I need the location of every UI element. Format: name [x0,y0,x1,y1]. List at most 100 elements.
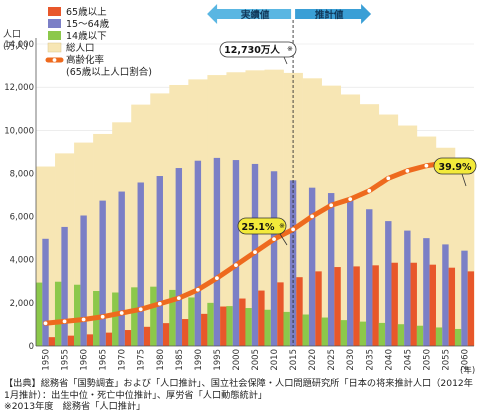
bar-15-to-64 [232,160,240,346]
bar-14-and-under [454,328,462,346]
legend-label: 高齢化率 [66,54,105,66]
aging-rate-point [234,263,238,268]
y-axis-label: 人口 [3,29,21,40]
bar-15-to-64 [385,221,392,346]
rate-2015-callout-mark: ※ [279,222,285,230]
bar-15-to-64 [156,176,163,346]
bar-15-to-64 [423,238,430,346]
x-tick-label: 2045 [403,349,413,371]
aging-rate-point [138,307,143,312]
axes: 0 2,000 4,000 6,000 8,000 10,000 12,000 14,000人… [3,29,475,376]
bar-15-to-64 [80,215,87,346]
bar-14-and-under [35,282,43,346]
bar-15-to-64 [461,250,468,346]
bar-14-and-under [207,302,214,346]
aging-rate-point [386,176,391,181]
x-tick-label: 1985 [175,349,185,371]
bar-15-to-64 [308,187,316,346]
bar-14-and-under [397,324,405,346]
y-tick-label: 14,000 [4,40,34,50]
bar-65-and-over [334,267,341,346]
aging-rate-point [176,296,181,301]
rate-2060-callout-text: 39.9% [439,162,472,173]
aging-rate-point [81,317,86,322]
x-tick-label: 2000 [232,349,242,371]
bar-14-and-under [359,321,367,346]
bar-14-and-under [188,297,195,346]
bar-15-to-64 [42,238,49,346]
x-tick-label: 1970 [118,349,128,371]
bar-65-and-over [467,271,475,346]
bar-65-and-over [353,266,360,346]
x-tick-label: 2035 [365,349,375,371]
bar-14-and-under [435,327,443,346]
x-tick-label: 1960 [80,349,90,371]
x-axis-unit: (年) [460,365,475,376]
aging-rate-point [43,321,48,326]
bar-65-and-over [67,335,75,346]
aging-rate-point [424,163,429,168]
bar-65-and-over [220,306,227,346]
aging-rate-point [195,287,200,292]
bar-65-and-over [315,271,322,346]
bar-15-to-64 [194,160,202,346]
total-callout-mark: ※ [287,45,293,53]
y-tick-label: 0 [29,342,34,352]
x-tick-label: 1980 [156,349,166,371]
bar-15-to-64 [270,171,278,346]
x-tick-label: 2025 [327,349,337,371]
annotations: 12,730万人 ※ 25.1% ※ 39.9% [219,41,477,246]
legend-swatch [47,42,62,53]
aging-rate-point [119,311,124,315]
rate-2015-callout-pointer [279,233,288,246]
bar-15-to-64 [366,209,373,346]
bar-65-and-over [448,267,456,346]
y-tick-label: 10,000 [4,126,34,136]
legend-swatch [48,7,61,16]
bar-65-and-over [372,265,379,346]
source-note: 【出典】総務省「国勢調査」および「人口推計」、国立社会保障・人口問題研究所「日本… [4,378,473,412]
total-callout-box [219,41,297,58]
age-group-bars [35,157,475,346]
bar-65-and-over [391,262,398,346]
bar-14-and-under [54,281,62,346]
bar-65-and-over [201,313,208,346]
x-tick-label: 1975 [137,349,147,371]
x-tick-label: 2005 [251,349,261,371]
legend-label: 14歳以下 [66,30,107,42]
total-callout-pointer [283,56,288,65]
population-chart: 0 2,000 4,000 6,000 8,000 10,000 12,000 14,000人… [3,4,477,376]
rate-2060-callout-box [433,157,477,175]
legend-label: 65歳以上 [66,6,107,18]
bar-15-to-64 [213,157,221,346]
x-tick-label: 2015 [289,349,299,371]
bar-14-and-under [340,320,348,346]
bar-15-to-64 [442,244,449,346]
rate-2015-callout-text: 25.1% [242,222,275,233]
bar-15-to-64 [99,200,106,346]
total-callout-text: 12,730万人 [224,44,280,56]
projection-arrow [295,4,372,24]
legend-label-sub: (65歳以上人口割合) [66,66,152,78]
x-tick-label: 1955 [61,349,71,371]
aging-rate-point [291,227,295,232]
aging-rate-series [43,158,467,326]
bar-15-to-64 [61,226,68,346]
aging-rate-point [100,314,105,319]
x-tick-label: 1995 [213,349,223,371]
bar-65-and-over [162,323,170,346]
legend-label: 15〜64歳 [66,18,110,30]
legend-swatch [48,19,61,28]
aging-rate-point [348,197,353,202]
period-header: 実績値 推計値 [207,4,372,24]
aging-rate-point [329,203,334,208]
x-tick-label: 2030 [346,349,356,371]
legend-label: 総人口 [66,42,95,54]
legend-line-dot [52,58,57,62]
bar-65-and-over [105,332,113,346]
actual-arrow [207,4,292,24]
bar-14-and-under [378,322,386,346]
aging-rate-point [215,276,219,281]
bar-65-and-over [296,277,303,346]
x-tick-label: 2055 [441,349,451,371]
